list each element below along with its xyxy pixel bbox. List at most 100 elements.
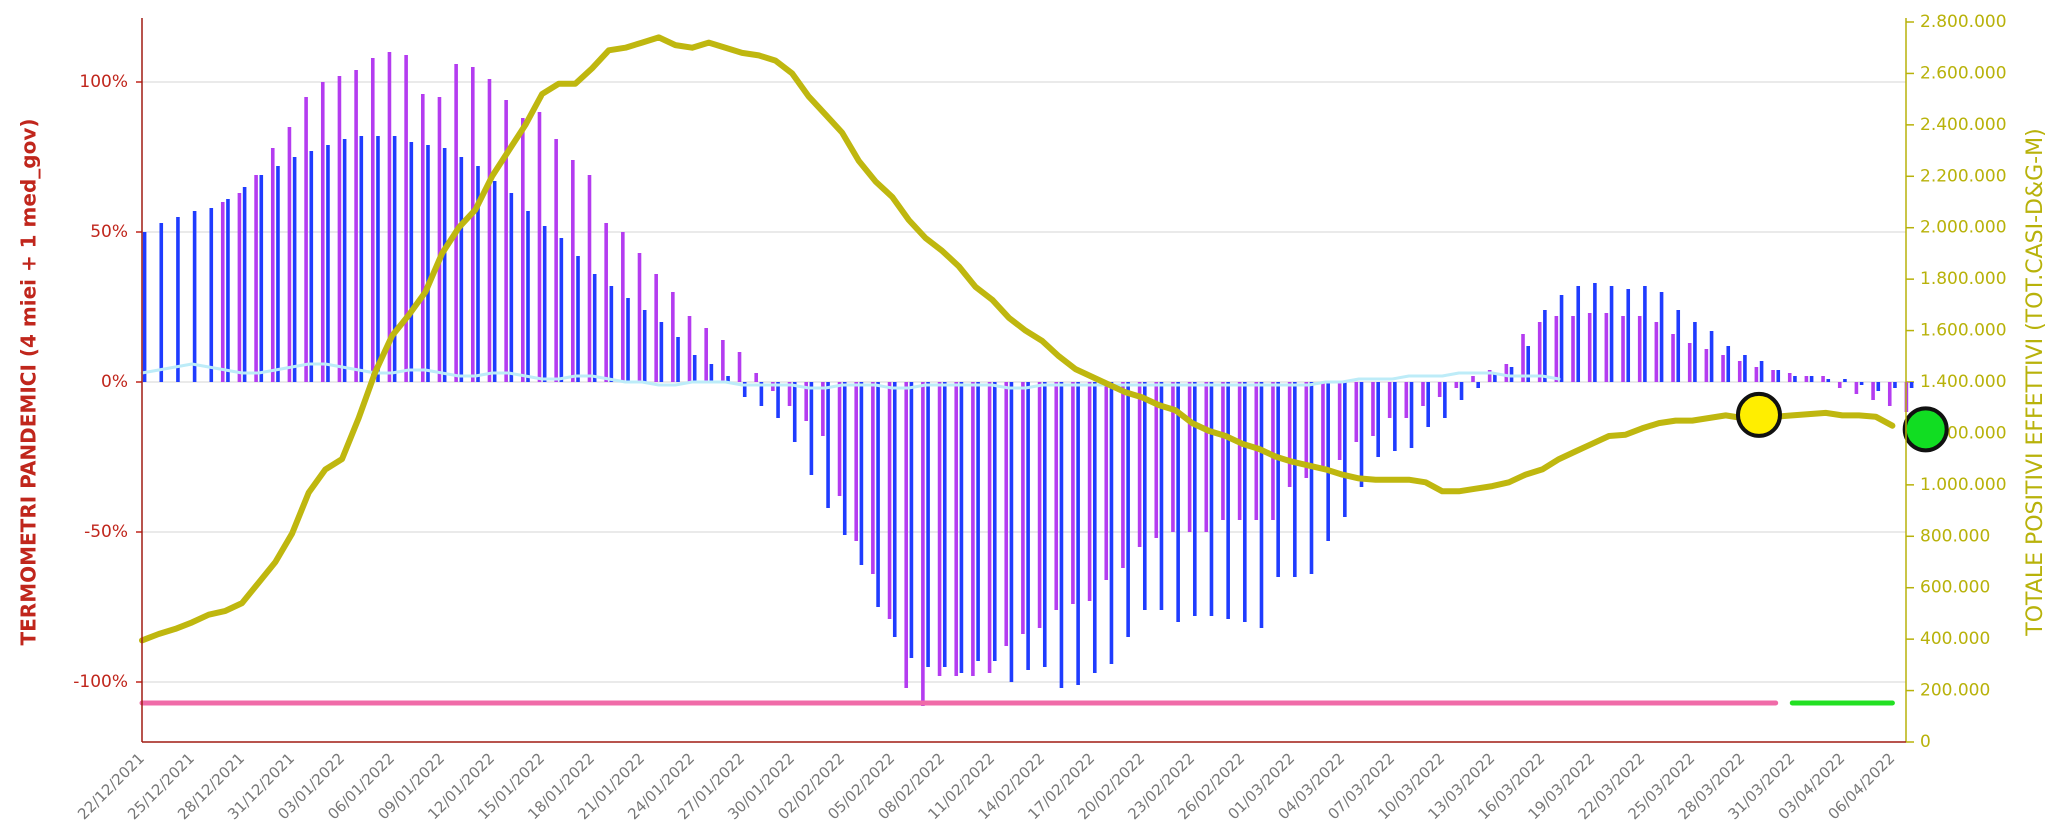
- bar: [976, 382, 980, 661]
- line: [140, 362, 1561, 390]
- y-tick-label: -100%: [73, 672, 128, 692]
- marker: [1735, 391, 1782, 438]
- bar: [604, 223, 608, 382]
- bar: [292, 157, 297, 382]
- bar: [909, 382, 914, 658]
- bar: [1143, 382, 1147, 610]
- bar: [1471, 376, 1475, 382]
- bar: [1004, 382, 1009, 646]
- bar: [476, 166, 480, 382]
- bar: [1654, 322, 1659, 382]
- bar: [692, 355, 697, 382]
- bar: [354, 70, 358, 382]
- bar: [1137, 382, 1142, 547]
- bar: [192, 211, 197, 382]
- bar: [320, 82, 325, 382]
- bar: [1593, 283, 1597, 382]
- bar: [1404, 382, 1409, 418]
- bar: [1293, 382, 1297, 577]
- bar: [492, 181, 497, 382]
- bar: [1493, 373, 1497, 382]
- bar: [1042, 382, 1047, 667]
- bar: [876, 382, 880, 607]
- y2-axis-title: TOTALE POSITIVI EFFETTIVI (TOT.CASI-D&G-…: [2023, 128, 2048, 636]
- bar: [487, 79, 492, 382]
- y2-tick-label: 800.000: [1920, 526, 1990, 546]
- bar: [1087, 382, 1092, 601]
- bar: [954, 382, 959, 676]
- bar: [471, 67, 475, 382]
- bar: [442, 148, 447, 382]
- bar: [1071, 382, 1075, 604]
- line: [139, 34, 1896, 644]
- bar: [1287, 382, 1292, 487]
- bar: [1821, 376, 1825, 382]
- bar: [742, 382, 747, 397]
- bar: [1721, 355, 1725, 382]
- bar: [409, 142, 414, 382]
- bar: [621, 232, 625, 382]
- bar: [809, 382, 814, 475]
- bar: [1604, 313, 1609, 382]
- bar: [704, 328, 708, 382]
- bar: [1637, 316, 1642, 382]
- bar: [309, 151, 314, 382]
- bar: [837, 382, 842, 496]
- bar: [1843, 379, 1847, 382]
- bar: [159, 223, 164, 382]
- bar: [642, 310, 647, 382]
- bar: [1826, 379, 1831, 382]
- bar: [1443, 382, 1447, 418]
- bar: [637, 253, 642, 382]
- bar: [1476, 382, 1480, 388]
- y2-tick-label: 200.000: [1920, 681, 1990, 701]
- bar: [1859, 382, 1864, 385]
- bar: [1771, 370, 1775, 382]
- bar: [1054, 382, 1059, 610]
- bar: [1587, 313, 1592, 382]
- bar: [387, 52, 392, 382]
- bar: [1326, 382, 1330, 541]
- bar: [1176, 382, 1180, 622]
- bar: [1726, 346, 1731, 382]
- bar: [1754, 367, 1759, 382]
- bar: [1576, 286, 1581, 382]
- bar: [737, 352, 742, 382]
- bar: [1193, 382, 1197, 616]
- bar: [1909, 382, 1914, 388]
- bar: [1521, 334, 1525, 382]
- bar: [1876, 382, 1881, 391]
- bar: [626, 298, 630, 382]
- bar: [1209, 382, 1214, 616]
- bar: [1459, 382, 1464, 400]
- bar: [721, 340, 725, 382]
- bar: [526, 211, 530, 382]
- bar: [937, 382, 942, 676]
- y-tick-label: 0%: [101, 372, 128, 392]
- bar: [1126, 382, 1130, 637]
- bar: [237, 193, 242, 382]
- bar: [1026, 382, 1030, 670]
- bar: [1409, 382, 1414, 448]
- bar: [1092, 382, 1097, 673]
- y2-tick-label: 2.800.000: [1920, 12, 2007, 32]
- bar: [220, 202, 225, 382]
- y2-tick-label: 1.800.000: [1920, 269, 2007, 289]
- bar: [1693, 322, 1697, 382]
- y2-tick-label: 2.400.000: [1920, 115, 2007, 135]
- y2-tick-label: 2.000.000: [1920, 218, 2007, 238]
- marker: [1902, 406, 1949, 453]
- bar: [337, 76, 342, 382]
- bar: [1387, 382, 1392, 418]
- bar: [392, 136, 397, 382]
- bar: [1354, 382, 1359, 442]
- bar: [1704, 349, 1709, 382]
- bar: [304, 97, 308, 382]
- bar: [537, 112, 542, 382]
- bar: [1037, 382, 1042, 628]
- bar: [1376, 382, 1380, 457]
- bar: [1743, 355, 1747, 382]
- bar: [671, 292, 675, 382]
- bar: [1709, 331, 1714, 382]
- bar: [1009, 382, 1014, 682]
